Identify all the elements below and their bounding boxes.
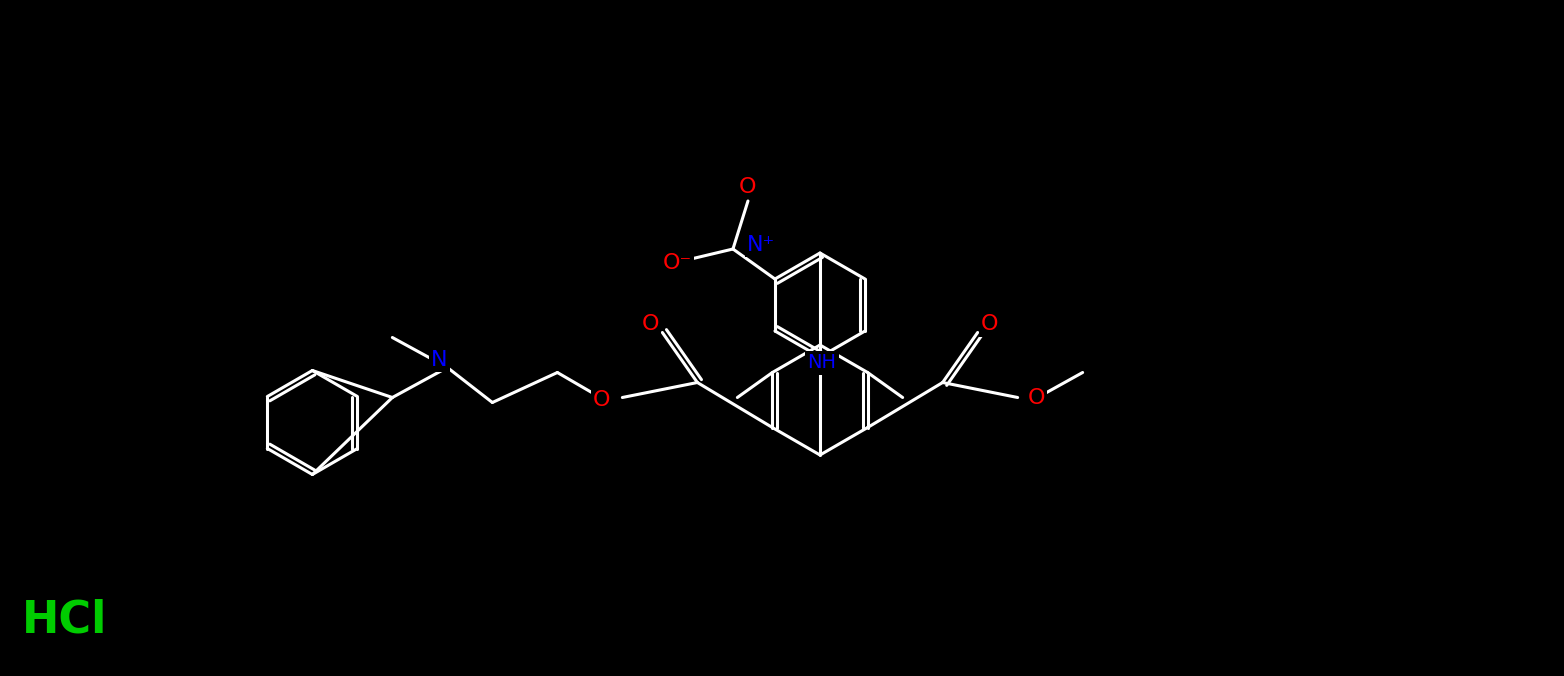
- Text: O⁻: O⁻: [662, 253, 691, 273]
- Text: O: O: [740, 177, 757, 197]
- Text: O: O: [593, 389, 610, 410]
- Text: O: O: [981, 314, 998, 335]
- Text: NH: NH: [807, 354, 837, 372]
- Text: N: N: [432, 349, 447, 370]
- Text: O: O: [641, 314, 658, 335]
- Text: O: O: [1028, 387, 1045, 408]
- Text: HCl: HCl: [22, 598, 108, 642]
- Text: N⁺: N⁺: [748, 235, 776, 255]
